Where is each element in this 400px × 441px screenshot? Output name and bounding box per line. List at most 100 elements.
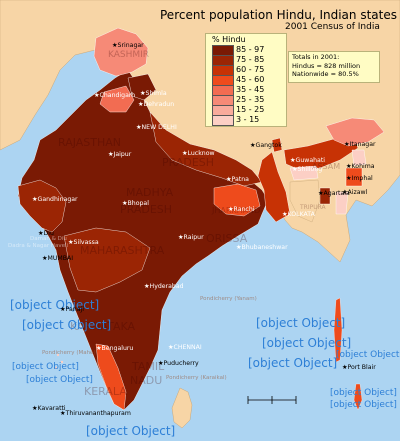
- sea-label: [object Object]: [86, 424, 176, 438]
- city-label: ★Silvassa: [68, 239, 99, 246]
- state-label: ORISSA: [206, 232, 248, 245]
- lakshadweep-island: [54, 366, 58, 370]
- city-label: ★Itanagar: [344, 141, 376, 148]
- kerala: [95, 343, 127, 411]
- arunachal: [325, 117, 385, 147]
- state-label: KASHMIR: [108, 50, 150, 60]
- city-label: ★Gangtok: [250, 142, 282, 149]
- map-subtitle: 2001 Census of India: [285, 22, 380, 32]
- city-label: ★Dehradun: [138, 101, 175, 108]
- manipur: [345, 167, 363, 187]
- state-label: NADU: [130, 374, 163, 387]
- sea-label: [object Object]: [10, 298, 100, 312]
- city-label: ★CHENNAI: [168, 344, 202, 351]
- city-label: ★Gandhinagar: [32, 196, 78, 203]
- sea-label: [object Object]: [330, 388, 397, 398]
- legend-label: 25 - 35: [236, 95, 265, 104]
- city-label: ★Thiruvananthapuram: [60, 410, 131, 417]
- meghalaya: [289, 165, 319, 181]
- city-label: ★KOLKATA: [282, 211, 315, 218]
- himachal: [127, 73, 157, 101]
- state-label: JHARKHAND: [212, 206, 261, 215]
- city-label: ★Srinagar: [112, 42, 144, 49]
- state-label: TAMIL: [132, 360, 165, 373]
- sea-label: [object Object]: [262, 336, 352, 350]
- city-label: ★Raipur: [178, 234, 204, 241]
- totals-line3: Nationwide = 80.5%: [292, 70, 359, 78]
- city-label: ★Bhubaneshwar: [236, 244, 288, 251]
- city-label: ★Port Blair: [342, 364, 376, 371]
- sea-label: [object Object]: [336, 350, 400, 360]
- sea-label: [object Object]: [12, 362, 79, 372]
- punjab: [99, 85, 135, 113]
- nagaland: [351, 149, 367, 167]
- legend-swatch: [212, 115, 234, 126]
- sea-label: [object Object]: [22, 318, 112, 332]
- state-label: MAHARASHTRA: [80, 244, 165, 257]
- nicobar-islands: [353, 383, 363, 411]
- state-label: PRADESH: [120, 203, 173, 216]
- jammu-kashmir: [93, 27, 149, 77]
- city-label: ★Agartala: [318, 190, 350, 197]
- jharkhand: [213, 183, 261, 217]
- sea-label: [object Object]: [248, 356, 338, 370]
- city-label: ★Kohima: [346, 163, 375, 170]
- lakshadweep-island: [56, 353, 60, 357]
- city-label: ★Aizawl: [342, 189, 368, 196]
- city-label: ★Bhopal: [122, 200, 149, 207]
- city-label: ★Shillong: [292, 166, 323, 173]
- scale-bar: [247, 396, 297, 404]
- minor-label: Pondicherry (Mahe): [42, 350, 96, 356]
- mizoram: [335, 191, 349, 215]
- totals-box: Totals in 2001: Hindus = 828 million Nat…: [288, 51, 380, 83]
- sri-lanka: [171, 387, 193, 429]
- state-label: PRADESH: [162, 156, 215, 169]
- city-label: ★Puducherry: [158, 360, 199, 367]
- legend: % Hindu 85 - 97 75 - 85 60 - 75 45 - 60 35 -…: [205, 33, 287, 127]
- city-label: ★Diu: [38, 230, 54, 237]
- city-label: ★Shimla: [140, 90, 167, 97]
- city-label: ★Jaipur: [108, 151, 132, 158]
- west-bengal: [257, 151, 291, 223]
- state-label: MADHYA: [126, 186, 174, 199]
- totals-line1: Totals in 2001:: [292, 53, 340, 61]
- city-label: ★Chandigarh: [94, 92, 136, 99]
- legend-label: 15 - 25: [236, 105, 265, 114]
- state-label: ASSAM: [312, 162, 341, 171]
- city-label: ★Hyderabad: [144, 283, 184, 290]
- city-label: ★Ranchi: [228, 206, 255, 213]
- legend-label: 3 - 15: [236, 115, 260, 124]
- assam: [283, 133, 359, 171]
- legend-label: 60 - 75: [236, 65, 265, 74]
- sea-label: [object Object]: [26, 375, 93, 385]
- minor-label: Pondicherry (Karaikal): [166, 375, 227, 381]
- legend-label: 75 - 85: [236, 55, 265, 64]
- city-label: ★Imphal: [346, 175, 373, 182]
- maharashtra: [63, 227, 151, 293]
- sea-label: [object Object]: [256, 316, 346, 330]
- bangladesh: [289, 179, 321, 223]
- lakshadweep-island: [60, 360, 64, 364]
- city-label: ★MUMBAI: [42, 255, 74, 262]
- legend-label: 35 - 45: [236, 85, 265, 94]
- city-label: ★Patna: [226, 176, 249, 183]
- sikkim: [271, 137, 283, 153]
- gujarat: [17, 179, 67, 233]
- legend-label: 85 - 97: [236, 45, 265, 54]
- minor-label: Daman & Diu: [30, 236, 67, 242]
- state-label: KARNATAKA: [70, 320, 136, 333]
- state-label: RAJASTHAN: [58, 136, 122, 149]
- state-label: TRIPURA: [300, 204, 326, 211]
- legend-header: % Hindu: [212, 35, 246, 44]
- state-label: KERALA: [84, 385, 127, 398]
- legend-label: 45 - 60: [236, 75, 265, 84]
- city-label: ★Bengaluru: [96, 345, 134, 352]
- city-label: ★NEW DELHI: [136, 124, 177, 131]
- minor-label: Pondicherry (Yanam): [200, 296, 257, 302]
- city-label: ★Guwahati: [290, 157, 325, 164]
- minor-label: Dadra & Nagar Haveli: [8, 243, 69, 249]
- city-label: ★Lucknow: [182, 150, 215, 157]
- totals-line2: Hindus = 828 million: [292, 61, 361, 70]
- city-label: ★Kavaratti: [32, 405, 66, 412]
